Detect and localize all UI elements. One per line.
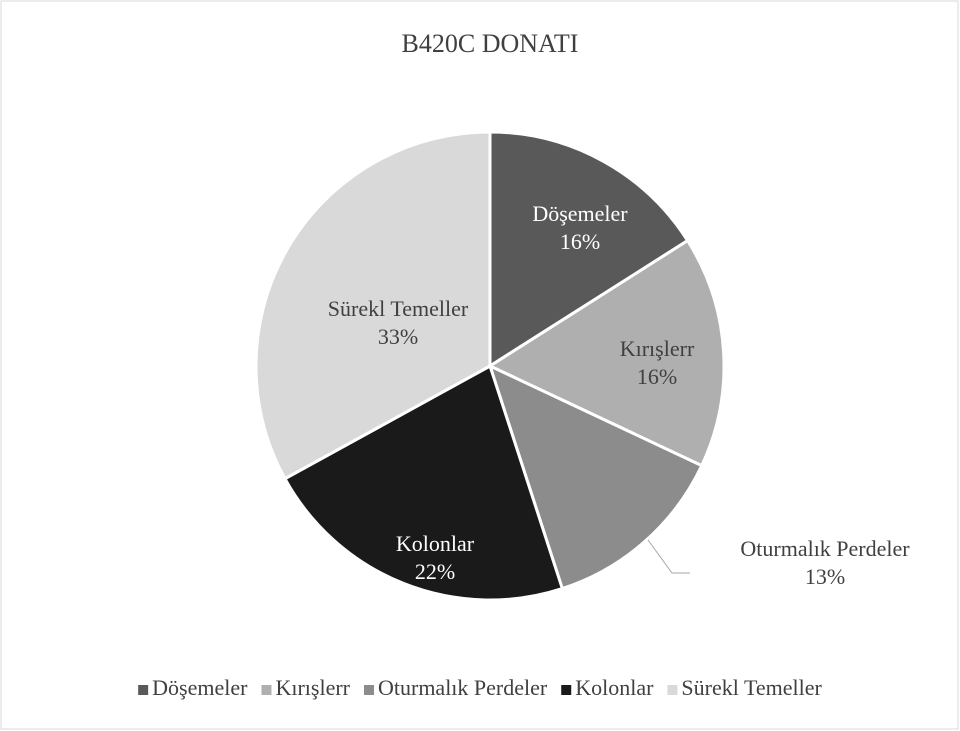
data-label-name: Kolonlar <box>396 531 475 556</box>
data-label-name: Döşemeler <box>532 201 628 226</box>
legend-swatch <box>363 685 374 695</box>
pie-slice <box>254 130 492 481</box>
pie-slice <box>282 363 565 602</box>
pie-slice <box>487 363 704 591</box>
legend-label: Kırışlerr <box>275 675 350 700</box>
data-label-value: 33% <box>378 324 418 349</box>
leader-line <box>647 539 690 574</box>
legend-label: Döşemeler <box>152 675 248 700</box>
pie-slice <box>486 238 726 468</box>
data-label-name: Kırışlerr <box>620 336 695 361</box>
pie-slice <box>488 130 690 369</box>
legend-label: Oturmalık Perdeler <box>378 675 548 700</box>
legend-swatch <box>261 685 272 695</box>
data-label-value: 16% <box>637 364 677 389</box>
data-label-value: 16% <box>560 229 600 254</box>
legend-swatch <box>561 685 572 695</box>
chart-title: B420C DONATI <box>402 29 579 58</box>
legend-swatch <box>138 685 149 695</box>
data-label-name: Sürekl Temeller <box>328 296 469 321</box>
legend-label: Kolonlar <box>575 675 654 700</box>
data-label-value: 13% <box>805 564 845 589</box>
data-label-value: 22% <box>415 559 455 584</box>
legend-swatch <box>667 685 678 695</box>
legend-label: Sürekl Temeller <box>681 675 822 700</box>
data-label-name: Oturmalık Perdeler <box>740 536 910 561</box>
legend: Döşemeler Kırışlerr Oturmalık Perdeler Kolo… <box>138 675 823 700</box>
